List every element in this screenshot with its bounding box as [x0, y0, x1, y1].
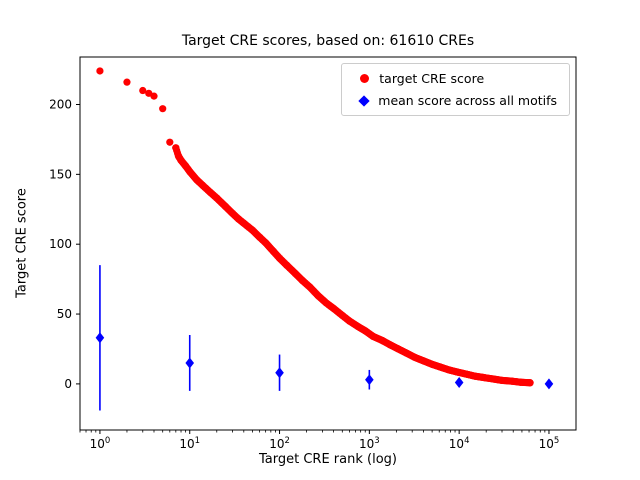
blue-data-point [185, 357, 195, 369]
blue-data-point [544, 378, 554, 390]
x-tick-label: 105 [539, 436, 560, 451]
x-tick-label: 104 [449, 436, 470, 451]
y-tick-label: 150 [49, 167, 72, 181]
y-tick-label: 200 [49, 97, 72, 111]
y-tick-label: 50 [57, 307, 72, 321]
red-data-point [159, 105, 167, 113]
x-tick-label: 102 [269, 436, 290, 451]
red-data-point [123, 78, 131, 86]
blue-diamond-marker-icon [358, 94, 370, 107]
legend-label: mean score across all motifs [378, 93, 557, 108]
red-data-point [96, 67, 104, 75]
red-data-point [150, 92, 158, 100]
x-tick-label: 103 [359, 436, 380, 451]
x-tick-label: 100 [90, 436, 111, 451]
red-data-point [166, 138, 174, 146]
blue-data-point [365, 374, 374, 386]
legend-item-target-cre-score: target CRE score [352, 71, 557, 86]
chart-title: Target CRE scores, based on: 61610 CREs [181, 33, 475, 49]
blue-data-point [275, 367, 284, 379]
legend-label: target CRE score [379, 71, 485, 86]
legend: target CRE score mean score across all m… [341, 63, 570, 116]
red-data-point [526, 379, 534, 387]
x-tick-label: 101 [179, 436, 200, 451]
blue-data-point [95, 332, 105, 344]
red-circle-marker-icon [360, 74, 370, 83]
y-tick-label: 0 [64, 377, 72, 391]
y-axis-label: Target CRE score [14, 188, 30, 298]
x-axis-label: Target CRE rank (log) [259, 452, 397, 467]
axes-frame [79, 56, 577, 431]
legend-item-mean-score: mean score across all motifs [352, 93, 557, 108]
red-data-point [139, 86, 147, 95]
y-tick-label: 100 [49, 237, 72, 251]
blue-data-point [454, 377, 464, 389]
